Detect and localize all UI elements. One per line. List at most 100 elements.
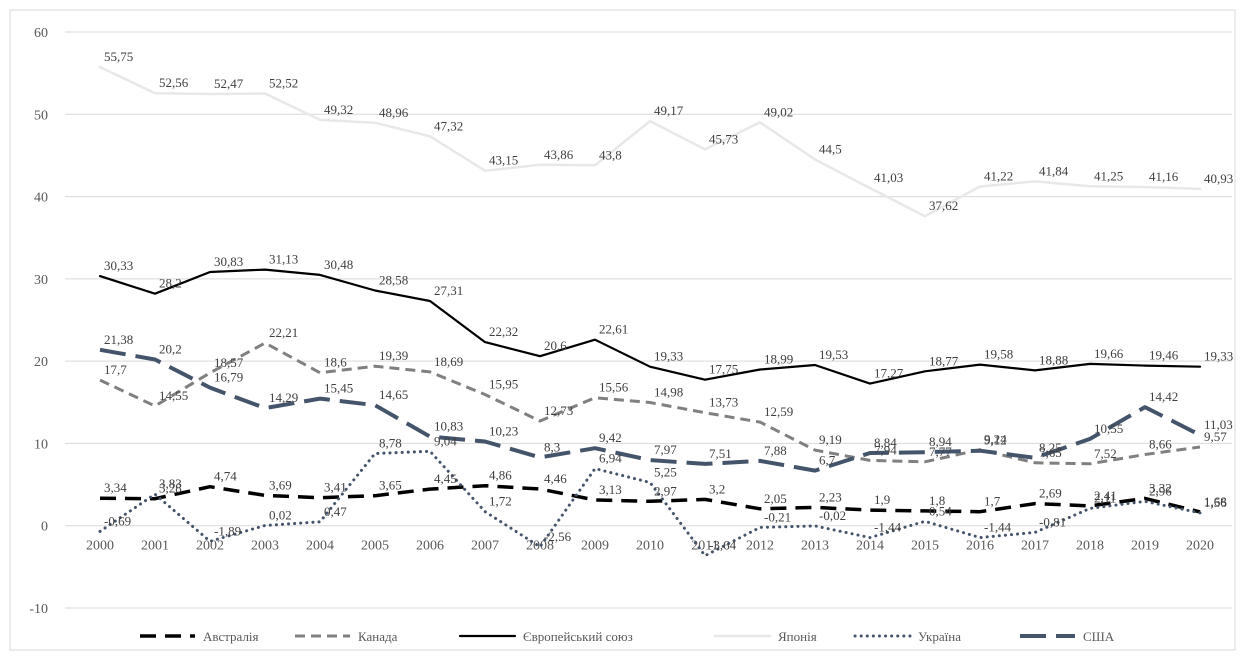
data-label: 49,17 bbox=[654, 103, 684, 118]
data-label: 7,88 bbox=[764, 443, 787, 458]
data-label: 16,79 bbox=[214, 370, 243, 385]
data-label: 9,42 bbox=[599, 430, 622, 445]
legend-label: Австралія bbox=[203, 629, 259, 644]
data-label: 17,75 bbox=[709, 362, 738, 377]
data-label: 9,57 bbox=[1204, 429, 1227, 444]
data-label: 2,96 bbox=[1149, 483, 1172, 498]
series-line-5 bbox=[99, 347, 1201, 473]
y-tick-label: 20 bbox=[34, 355, 48, 370]
data-label: 0,02 bbox=[269, 508, 292, 523]
series-line-4 bbox=[98, 449, 1202, 558]
data-label: 1,7 bbox=[984, 494, 1001, 509]
x-tick-label: 2017 bbox=[1021, 539, 1049, 554]
data-label: 2,41 bbox=[1094, 488, 1117, 503]
data-label: 8,78 bbox=[379, 435, 402, 450]
x-tick-label: 2000 bbox=[86, 539, 114, 554]
data-label: 17,27 bbox=[874, 366, 904, 381]
series-line-2 bbox=[98, 268, 1202, 385]
x-tick-label: 2019 bbox=[1131, 539, 1159, 554]
data-label: 10,23 bbox=[489, 424, 518, 439]
data-label: 3,34 bbox=[104, 480, 127, 495]
data-label: 19,39 bbox=[379, 348, 408, 363]
data-label: 3,32 bbox=[1149, 480, 1172, 495]
y-tick-label: 40 bbox=[34, 191, 48, 206]
data-label: 2,11 bbox=[1094, 490, 1116, 505]
data-label: 13,73 bbox=[709, 395, 738, 410]
x-tick-label: 2016 bbox=[966, 539, 994, 554]
data-label: 9,12 bbox=[984, 433, 1007, 448]
y-axis-ticks: -10 0 10 20 30 40 50 60 bbox=[29, 26, 48, 617]
x-tick-label: 2020 bbox=[1186, 539, 1214, 554]
legend-label: Японія bbox=[778, 629, 817, 644]
data-label: 8,66 bbox=[1149, 436, 1172, 451]
data-label: 6,94 bbox=[599, 451, 622, 466]
data-label: 18,69 bbox=[434, 354, 463, 369]
data-label: -0,21 bbox=[764, 509, 791, 524]
data-label: -2,56 bbox=[544, 529, 572, 544]
x-tick-label: 2018 bbox=[1076, 539, 1104, 554]
data-label: 30,48 bbox=[324, 257, 353, 272]
series-line-1 bbox=[99, 341, 1201, 466]
data-label: 19,46 bbox=[1149, 348, 1179, 363]
data-label: 10,55 bbox=[1094, 421, 1123, 436]
data-label: 3,69 bbox=[269, 477, 292, 492]
data-label: 17,7 bbox=[104, 362, 127, 377]
data-label: 7,94 bbox=[874, 442, 897, 457]
x-tick-label: 2001 bbox=[141, 539, 169, 554]
y-tick-label: 50 bbox=[34, 108, 48, 123]
data-label: 14,98 bbox=[654, 384, 683, 399]
data-label: 21,38 bbox=[104, 332, 133, 347]
data-label: 28,58 bbox=[379, 273, 408, 288]
y-tick-label: 60 bbox=[34, 26, 48, 41]
data-label: 48,96 bbox=[379, 105, 409, 120]
series-lines bbox=[98, 65, 1202, 558]
data-label: 47,32 bbox=[434, 118, 463, 133]
data-label: 20,2 bbox=[159, 341, 182, 356]
x-tick-label: 2002 bbox=[196, 539, 224, 554]
data-label: 18,57 bbox=[214, 355, 244, 370]
data-label: 3,28 bbox=[159, 481, 182, 496]
x-tick-label: 2013 bbox=[801, 539, 829, 554]
x-tick-label: 2007 bbox=[471, 539, 499, 554]
data-label: 22,61 bbox=[599, 322, 628, 337]
data-label: 45,73 bbox=[709, 131, 738, 146]
x-tick-label: 2011 bbox=[691, 539, 718, 554]
x-tick-label: 2006 bbox=[416, 539, 444, 554]
data-label: 12,73 bbox=[544, 403, 573, 418]
data-label: 9,24 bbox=[984, 432, 1007, 447]
data-label: 10,83 bbox=[434, 419, 463, 434]
data-label: 49,02 bbox=[764, 104, 793, 119]
data-label: -0,02 bbox=[819, 508, 846, 523]
y-tick-label: 10 bbox=[34, 437, 48, 452]
data-label: 18,99 bbox=[764, 351, 793, 366]
data-label: 8,94 bbox=[929, 434, 952, 449]
data-label: 41,25 bbox=[1094, 168, 1123, 183]
data-label: 1,72 bbox=[489, 494, 512, 509]
data-label: 7,51 bbox=[709, 446, 732, 461]
data-label: -0,69 bbox=[104, 513, 131, 528]
data-label: 3,83 bbox=[159, 476, 182, 491]
x-axis-ticks: 2000 2001 2002 2003 2004 2005 2006 2007 2008 2009… bbox=[86, 539, 1214, 554]
chart-border bbox=[9, 9, 1236, 651]
data-label: 7,52 bbox=[1094, 446, 1117, 461]
data-label: 18,88 bbox=[1039, 352, 1068, 367]
data-label: 22,32 bbox=[489, 324, 518, 339]
data-label: 43,15 bbox=[489, 153, 518, 168]
data-label: 1,56 bbox=[1204, 495, 1227, 510]
data-label: 1,8 bbox=[929, 493, 945, 508]
x-tick-label: 2010 bbox=[636, 539, 664, 554]
data-label: 30,33 bbox=[104, 258, 133, 273]
data-label: 14,65 bbox=[379, 387, 408, 402]
data-label: 18,77 bbox=[929, 353, 959, 368]
data-label: -1,44 bbox=[984, 520, 1012, 535]
data-label: 19,53 bbox=[819, 347, 848, 362]
x-tick-label: 2012 bbox=[746, 539, 774, 554]
y-tick-label: 30 bbox=[34, 273, 48, 288]
data-label: 43,86 bbox=[544, 147, 574, 162]
data-label: 4,45 bbox=[434, 471, 457, 486]
data-label: 8,3 bbox=[544, 439, 560, 454]
data-label: 3,41 bbox=[324, 480, 347, 495]
data-label: 22,21 bbox=[269, 325, 298, 340]
data-label: 19,33 bbox=[1204, 349, 1233, 364]
